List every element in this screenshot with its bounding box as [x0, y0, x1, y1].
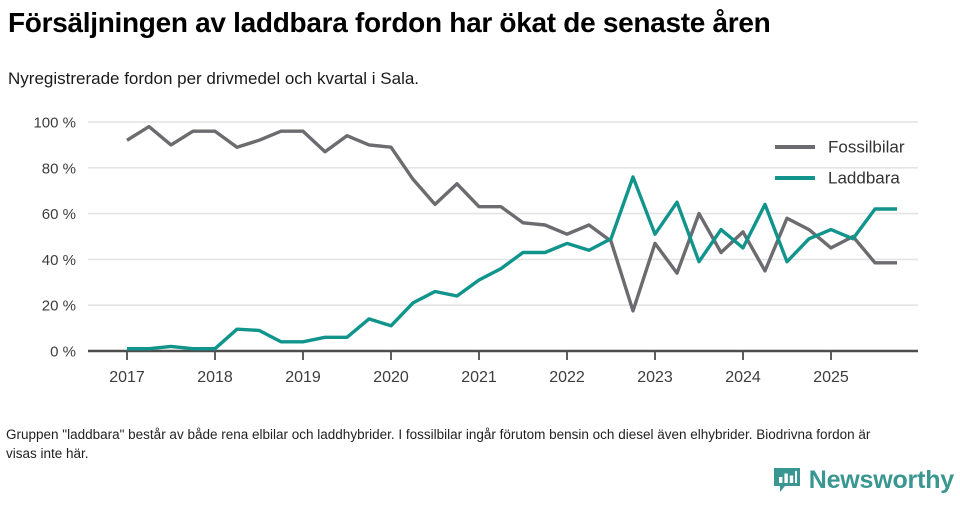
page-title: Försäljningen av laddbara fordon har öka…	[8, 7, 771, 38]
x-axis-group	[88, 349, 918, 360]
x-axis-tick-label: 2024	[725, 369, 761, 386]
bar-chart-speech-bubble-icon	[773, 468, 800, 492]
y-axis-tick-label: 20 %	[42, 298, 76, 315]
legend-label[interactable]: Laddbara	[828, 168, 900, 187]
y-axis-tick-label: 80 %	[42, 160, 76, 177]
x-axis-tick-label: 2020	[373, 369, 409, 386]
x-axis-tick-label: 2021	[461, 369, 497, 386]
logo-text: Newsworthy	[808, 465, 954, 494]
line-chart: 0 % 20 % 40 % 60 % 80 % 100 % 2017 2018 2019 202…	[33, 115, 918, 386]
x-axis-tick-label: 2018	[197, 369, 233, 386]
series-line-fossilbilar	[126, 124, 897, 313]
x-axis-tick-label: 2019	[285, 369, 321, 386]
x-axis-tick-label: 2023	[637, 369, 673, 386]
page-subtitle: Nyregistrerade fordon per drivmedel och …	[8, 69, 420, 88]
x-axis-tick-label: 2017	[109, 369, 145, 386]
y-axis-tick-label: 60 %	[42, 206, 76, 223]
gridlines-group	[88, 121, 918, 306]
chart-legend: Fossilbilar Laddbara	[775, 137, 905, 187]
y-axis-tick-label: 40 %	[42, 252, 76, 269]
series-lines-group	[126, 124, 897, 351]
legend-label[interactable]: Fossilbilar	[828, 137, 905, 156]
y-axis-tick-label: 100 %	[33, 115, 76, 132]
newsworthy-logo[interactable]: Newsworthy	[772, 465, 954, 495]
y-axis-labels-group: 0 % 20 % 40 % 60 % 80 % 100 %	[33, 115, 76, 361]
chart-container: 0 % 20 % 40 % 60 % 80 % 100 % 2017 2018 2019 202…	[0, 105, 960, 400]
footnote-text: Gruppen "laddbara" består av både rena e…	[6, 427, 871, 461]
x-axis-tick-label: 2025	[813, 369, 849, 386]
y-axis-tick-label: 0 %	[50, 344, 76, 361]
x-axis-labels-group: 2017 2018 2019 2020 2021 2022 2023 2024 2025	[109, 369, 849, 386]
x-axis-tick-label: 2022	[549, 369, 585, 386]
series-line-laddbara	[127, 175, 897, 351]
